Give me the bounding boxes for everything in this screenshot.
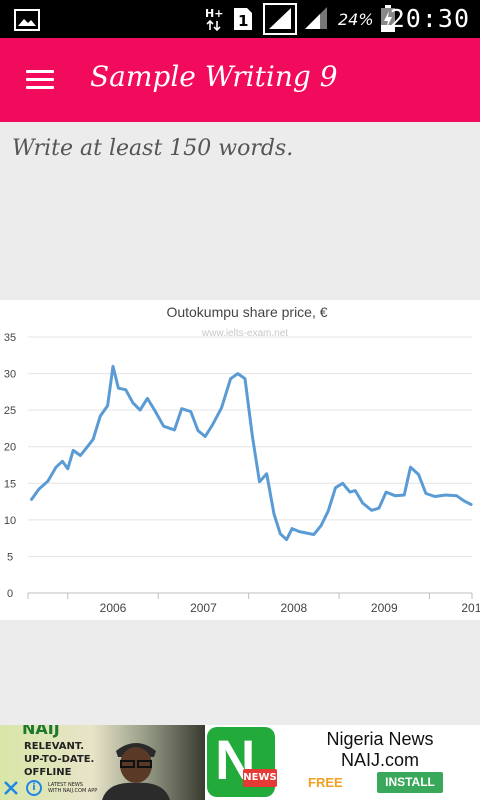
series-line	[30, 364, 473, 542]
chart-watermark: www.ielts-exam.net	[201, 328, 288, 339]
y-tick-label: 5	[7, 551, 13, 563]
ad-price: FREE	[308, 775, 343, 790]
share-price-line-chart: Outokumpu share price, € www.ielts-exam.n…	[4, 304, 480, 615]
chart-title: Outokumpu share price, €	[166, 304, 327, 320]
ad-fine-print-line-2: WITH NAIJ.COM APP	[48, 788, 98, 794]
ad-title-line-2: NAIJ.com	[340, 750, 419, 770]
ad-fine-print-line-1: LATEST NEWS	[48, 782, 83, 788]
ad-tagline-1: RELEVANT.	[24, 741, 85, 752]
app-bar: Sample Writing 9	[0, 38, 480, 122]
y-tick-label: 30	[4, 369, 16, 381]
x-tick-label: 2010	[461, 601, 480, 615]
svg-text:1: 1	[238, 12, 248, 30]
y-tick-label: 25	[4, 405, 16, 417]
ad-tagline-2: UP-TO-DATE.	[24, 754, 95, 765]
install-button[interactable]: INSTALL	[377, 772, 443, 793]
y-tick-label: 35	[4, 332, 16, 344]
ad-banner[interactable]: NAIJ RELEVANT. UP-TO-DATE. OFFLINE LATES…	[0, 725, 480, 800]
status-clock: 20:30	[389, 4, 470, 33]
svg-text:H+: H+	[205, 7, 223, 20]
info-icon[interactable]: i	[26, 780, 42, 796]
ad-fine-print: LATEST NEWS WITH NAIJ.COM APP	[48, 782, 97, 794]
x-tick-label: 2007	[190, 601, 217, 615]
gallery-notification-icon	[14, 9, 40, 31]
y-tick-label: 20	[4, 442, 16, 454]
sim-slot-icon: 1	[234, 8, 252, 30]
main-content: Write at least 150 words. Outokumpu shar…	[0, 122, 480, 725]
chart-image: Outokumpu share price, € www.ielts-exam.n…	[0, 300, 480, 620]
hamburger-menu-icon[interactable]	[24, 66, 58, 94]
battery-charging-icon	[381, 5, 395, 32]
ad-person-image	[102, 743, 170, 800]
network-type-icon: H+	[205, 7, 223, 32]
ad-brand: NAIJ	[22, 725, 60, 738]
task-prompt: Write at least 150 words.	[12, 136, 294, 161]
ad-logo-badge: NEWS	[243, 769, 277, 787]
ad-app-logo[interactable]: N NEWS	[205, 725, 277, 800]
x-tick-label: 2009	[371, 601, 398, 615]
page-title: Sample Writing 9	[90, 60, 338, 93]
ad-tagline-3: OFFLINE	[24, 767, 72, 778]
ad-title-line-1: Nigeria News	[326, 729, 434, 749]
battery-percent: 24%	[338, 10, 374, 29]
close-icon[interactable]	[2, 779, 20, 797]
y-tick-label: 0	[7, 588, 13, 600]
y-tick-label: 10	[4, 515, 16, 527]
status-bar: H+ 1 24% 20:30	[0, 0, 480, 38]
x-tick-label: 2006	[100, 601, 127, 615]
x-tick-label: 2008	[281, 601, 308, 615]
ad-title[interactable]: Nigeria News NAIJ.com	[300, 729, 460, 771]
signal-strength-icon	[263, 3, 297, 35]
signal-strength-2-icon	[305, 7, 327, 29]
y-tick-label: 15	[4, 478, 16, 490]
